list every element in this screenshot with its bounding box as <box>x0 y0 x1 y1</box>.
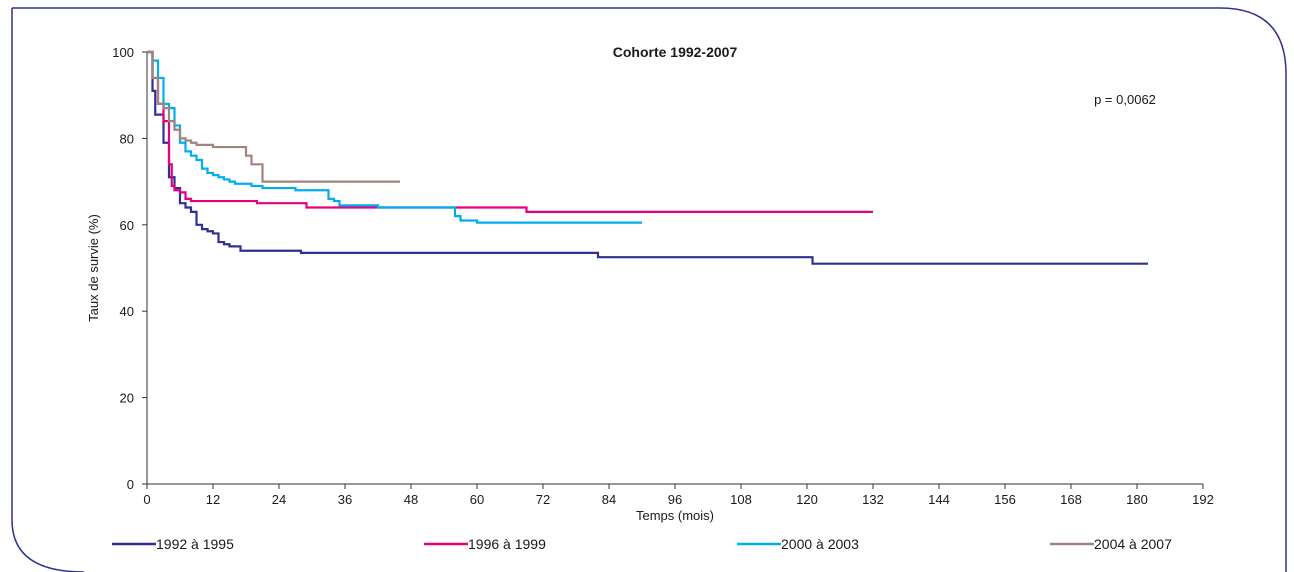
y-tick-label: 60 <box>120 218 134 233</box>
legend-label-4: 2004 à 2007 <box>1094 536 1172 552</box>
x-tick-label: 168 <box>1060 492 1082 507</box>
legend-label-1: 1992 à 1995 <box>156 536 234 552</box>
x-tick-label: 192 <box>1192 492 1214 507</box>
x-tick-label: 12 <box>206 492 220 507</box>
x-tick-label: 180 <box>1126 492 1148 507</box>
legend-label-2: 1996 à 1999 <box>468 536 546 552</box>
x-tick-label: 36 <box>338 492 352 507</box>
x-tick-label: 0 <box>143 492 150 507</box>
legend: 1992 à 1995 1996 à 1999 2000 à 2003 2004 à … <box>112 536 1172 552</box>
frame-border <box>11 7 1287 572</box>
y-tick-label: 80 <box>120 131 134 146</box>
series-line-2 <box>147 50 873 213</box>
x-tick-label: 156 <box>994 492 1016 507</box>
x-tick-label: 60 <box>470 492 484 507</box>
x-tick-label: 48 <box>404 492 418 507</box>
series-line-4 <box>147 50 400 183</box>
y-axis-title: Taux de survie (%) <box>86 214 101 322</box>
y-tick-label: 40 <box>120 304 134 319</box>
x-tick-label: 120 <box>796 492 818 507</box>
x-axis-title: Temps (mois) <box>636 508 714 523</box>
axes: 0 12 24 36 48 60 72 84 96 108 120 132 144 156 168 180 19… <box>112 45 1214 507</box>
y-tick-label: 100 <box>112 45 134 60</box>
series-line-3 <box>147 50 642 224</box>
chart-title: Cohorte 1992-2007 <box>613 44 738 60</box>
x-tick-label: 72 <box>536 492 550 507</box>
x-tick-label: 96 <box>668 492 682 507</box>
p-value-annotation: p = 0,0062 <box>1094 92 1156 107</box>
x-tick-label: 24 <box>272 492 286 507</box>
y-tick-label: 0 <box>127 477 134 492</box>
x-tick-label: 132 <box>862 492 884 507</box>
x-tick-label: 144 <box>928 492 950 507</box>
y-tick-label: 20 <box>120 391 134 406</box>
x-tick-label: 108 <box>730 492 752 507</box>
x-tick-label: 84 <box>602 492 616 507</box>
legend-label-3: 2000 à 2003 <box>781 536 859 552</box>
survival-curves <box>147 50 1148 265</box>
series-line-1 <box>147 50 1148 265</box>
